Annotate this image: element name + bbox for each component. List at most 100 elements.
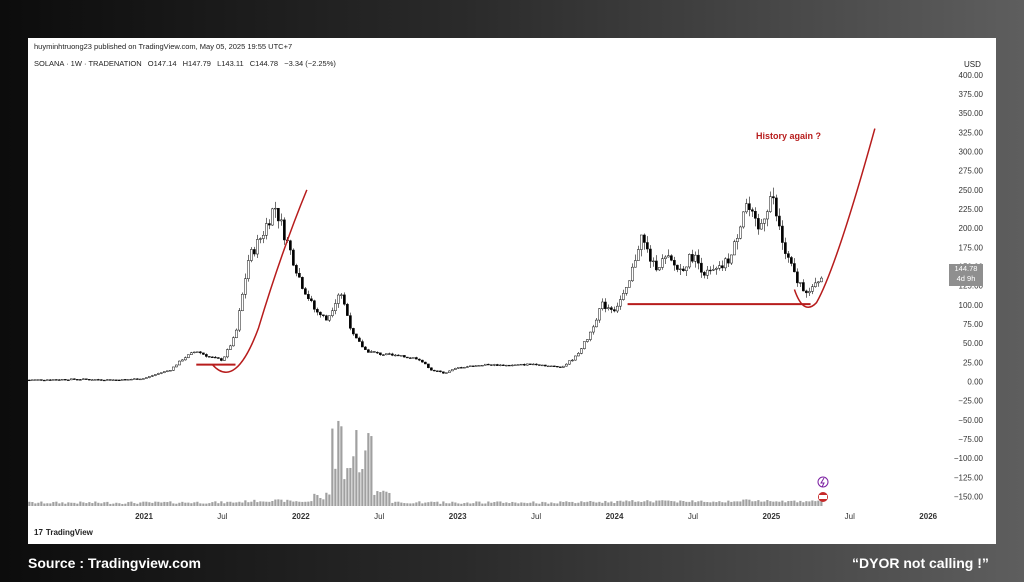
volume-bar <box>151 502 154 506</box>
candle-body <box>529 363 532 365</box>
candle-body <box>235 329 238 338</box>
volume-bar <box>100 503 103 506</box>
volume-bar <box>28 501 31 506</box>
volume-bar <box>418 501 421 506</box>
candle-body <box>796 271 799 284</box>
candle-body <box>730 254 733 264</box>
candle-body <box>136 378 139 380</box>
x-tick-label: 2025 <box>762 512 780 521</box>
lightning-glyph-icon <box>820 477 825 488</box>
volume-bar <box>760 501 763 506</box>
disclaimer-caption: “DYOR not calling !” <box>852 555 989 571</box>
x-tick-label: Jul <box>374 512 384 521</box>
volume-bar <box>124 503 127 506</box>
volume-bar <box>229 501 232 506</box>
candle-body <box>406 356 409 359</box>
volume-bar <box>745 499 748 506</box>
volume-bar <box>511 501 514 506</box>
candle-body <box>175 364 178 368</box>
y-tick-label: −125.00 <box>954 473 984 482</box>
volume-bar <box>283 501 286 506</box>
volume-bar <box>817 500 820 506</box>
volume-bar <box>67 502 70 506</box>
volume-bar <box>148 502 151 506</box>
candle-body <box>70 378 73 381</box>
volume-bar <box>277 499 280 506</box>
candle-body <box>577 353 580 357</box>
candle-body <box>169 370 172 372</box>
candle-body <box>166 370 169 372</box>
volume-bar <box>82 502 85 506</box>
candle-body <box>127 379 130 381</box>
candle-body <box>709 269 712 272</box>
candle-body <box>625 287 628 294</box>
candle-body <box>781 225 784 243</box>
volume-bar <box>673 501 676 506</box>
candle-body <box>154 374 157 376</box>
y-tick-label: 200.00 <box>959 224 984 233</box>
volume-bar <box>763 501 766 506</box>
source-caption: Source : Tradingview.com <box>28 555 201 571</box>
candle-body <box>307 294 310 299</box>
candle-body <box>331 310 334 316</box>
candle-body <box>640 234 643 250</box>
candle-body <box>415 357 418 360</box>
candle-body <box>610 307 613 310</box>
volume-bar <box>436 501 439 506</box>
volume-bar <box>319 497 322 506</box>
volume-bar <box>370 436 373 506</box>
volume-bar <box>361 468 364 506</box>
volume-bar <box>244 500 247 506</box>
volume-bar <box>556 503 559 506</box>
candle-body <box>202 352 205 355</box>
candle-body <box>58 379 61 381</box>
volume-bar <box>46 503 49 506</box>
volume-bar <box>688 501 691 506</box>
volume-bar <box>577 502 580 506</box>
candle-body <box>424 361 427 365</box>
candle-body <box>562 365 565 368</box>
volume-bar <box>58 503 61 506</box>
candle-body <box>40 379 43 381</box>
candle-body <box>400 355 403 357</box>
candle-body <box>250 249 253 261</box>
volume-bar <box>496 501 499 506</box>
volume-bar <box>664 500 667 506</box>
volume-bar <box>406 503 409 506</box>
volume-bar <box>313 493 316 506</box>
candle-body <box>157 373 160 375</box>
volume-bar <box>454 502 457 506</box>
volume-bar <box>223 503 226 506</box>
candle-body <box>61 379 64 381</box>
y-tick-label: −50.00 <box>958 416 983 425</box>
candle-body <box>334 303 337 312</box>
volume-bar <box>316 495 319 506</box>
candle-body <box>163 371 166 373</box>
volume-bar <box>739 501 742 506</box>
volume-bar <box>412 503 415 506</box>
volume-bar <box>637 501 640 506</box>
candle-body <box>103 379 106 382</box>
candle-body <box>637 249 640 261</box>
candle-body <box>361 341 364 348</box>
candle-body <box>325 315 328 321</box>
candle-body <box>727 258 730 264</box>
candle-body <box>778 215 781 227</box>
candle-body <box>802 282 805 292</box>
y-tick-label: −100.00 <box>954 454 984 463</box>
candle-body <box>118 379 121 381</box>
volume-bar <box>160 502 163 506</box>
volume-bar <box>379 492 382 506</box>
candle-body <box>418 358 421 361</box>
volume-bar <box>403 503 406 506</box>
candle-body <box>568 360 571 365</box>
candle-body <box>205 354 208 357</box>
volume-bar <box>136 503 139 506</box>
open-value: O147.14 <box>147 59 177 68</box>
candle-body <box>91 379 94 381</box>
volume-bar <box>307 501 310 506</box>
candle-body <box>352 328 355 335</box>
y-tick-label: 100.00 <box>959 301 984 310</box>
volume-bar <box>430 501 433 506</box>
volume-bar <box>535 503 538 506</box>
